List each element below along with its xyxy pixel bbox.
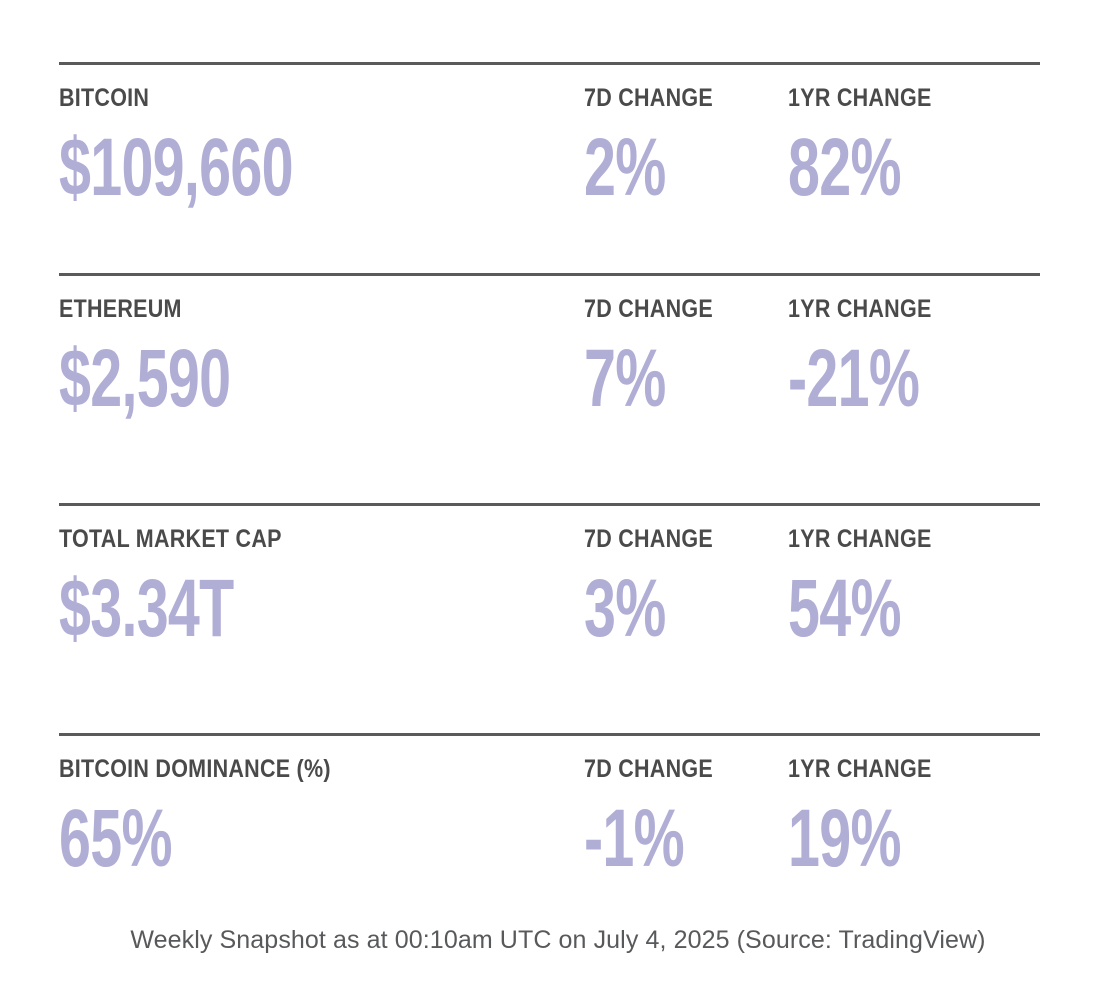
metric-7d-change: 3% (584, 562, 666, 654)
change-1yr-cell: 1YR CHANGE 19% (788, 755, 1040, 884)
change-1yr-cell: 1YR CHANGE 54% (788, 525, 1040, 733)
metric-label: ETHEREUM (59, 295, 182, 323)
metric-label: BITCOIN (59, 84, 150, 112)
metric-1yr-change: 19% (788, 792, 901, 884)
snapshot-table: BITCOIN $109,660 7D CHANGE 2% 1YR CHANGE… (59, 0, 1040, 880)
metric-label: BITCOIN DOMINANCE (%) (59, 755, 331, 783)
metric-cell: BITCOIN DOMINANCE (%) 65% (59, 755, 584, 884)
metric-1yr-change: 54% (788, 562, 901, 654)
change-7d-cell: 7D CHANGE 2% (584, 84, 788, 273)
metric-value: $2,590 (59, 332, 231, 424)
column-header-7d-change: 7D CHANGE (584, 525, 713, 553)
change-7d-cell: 7D CHANGE 7% (584, 295, 788, 503)
metric-cell: ETHEREUM $2,590 (59, 295, 584, 503)
column-header-7d-change: 7D CHANGE (584, 84, 713, 112)
column-header-1yr-change: 1YR CHANGE (788, 525, 932, 553)
metric-value: $109,660 (59, 121, 294, 213)
column-header-1yr-change: 1YR CHANGE (788, 295, 932, 323)
metric-value: $3.34T (59, 562, 234, 654)
change-7d-cell: 7D CHANGE -1% (584, 755, 788, 884)
column-header-1yr-change: 1YR CHANGE (788, 84, 932, 112)
metric-cell: BITCOIN $109,660 (59, 84, 584, 273)
metric-cell: TOTAL MARKET CAP $3.34T (59, 525, 584, 733)
column-header-1yr-change: 1YR CHANGE (788, 755, 932, 783)
column-header-7d-change: 7D CHANGE (584, 295, 713, 323)
metric-row-ethereum: ETHEREUM $2,590 7D CHANGE 7% 1YR CHANGE … (59, 273, 1040, 503)
metric-7d-change: -1% (584, 792, 685, 884)
metric-row-bitcoin-dominance: BITCOIN DOMINANCE (%) 65% 7D CHANGE -1% … (59, 733, 1040, 880)
metric-row-total-market-cap: TOTAL MARKET CAP $3.34T 7D CHANGE 3% 1YR… (59, 503, 1040, 733)
metric-value: 65% (59, 792, 172, 884)
metric-1yr-change: -21% (788, 332, 920, 424)
metric-row-bitcoin: BITCOIN $109,660 7D CHANGE 2% 1YR CHANGE… (59, 62, 1040, 273)
change-1yr-cell: 1YR CHANGE 82% (788, 84, 1040, 273)
metric-7d-change: 7% (584, 332, 666, 424)
column-header-7d-change: 7D CHANGE (584, 755, 713, 783)
metric-1yr-change: 82% (788, 121, 901, 213)
change-1yr-cell: 1YR CHANGE -21% (788, 295, 1040, 503)
snapshot-caption: Weekly Snapshot as at 00:10am UTC on Jul… (130, 925, 986, 954)
metric-7d-change: 2% (584, 121, 666, 213)
metric-label: TOTAL MARKET CAP (59, 525, 282, 553)
change-7d-cell: 7D CHANGE 3% (584, 525, 788, 733)
